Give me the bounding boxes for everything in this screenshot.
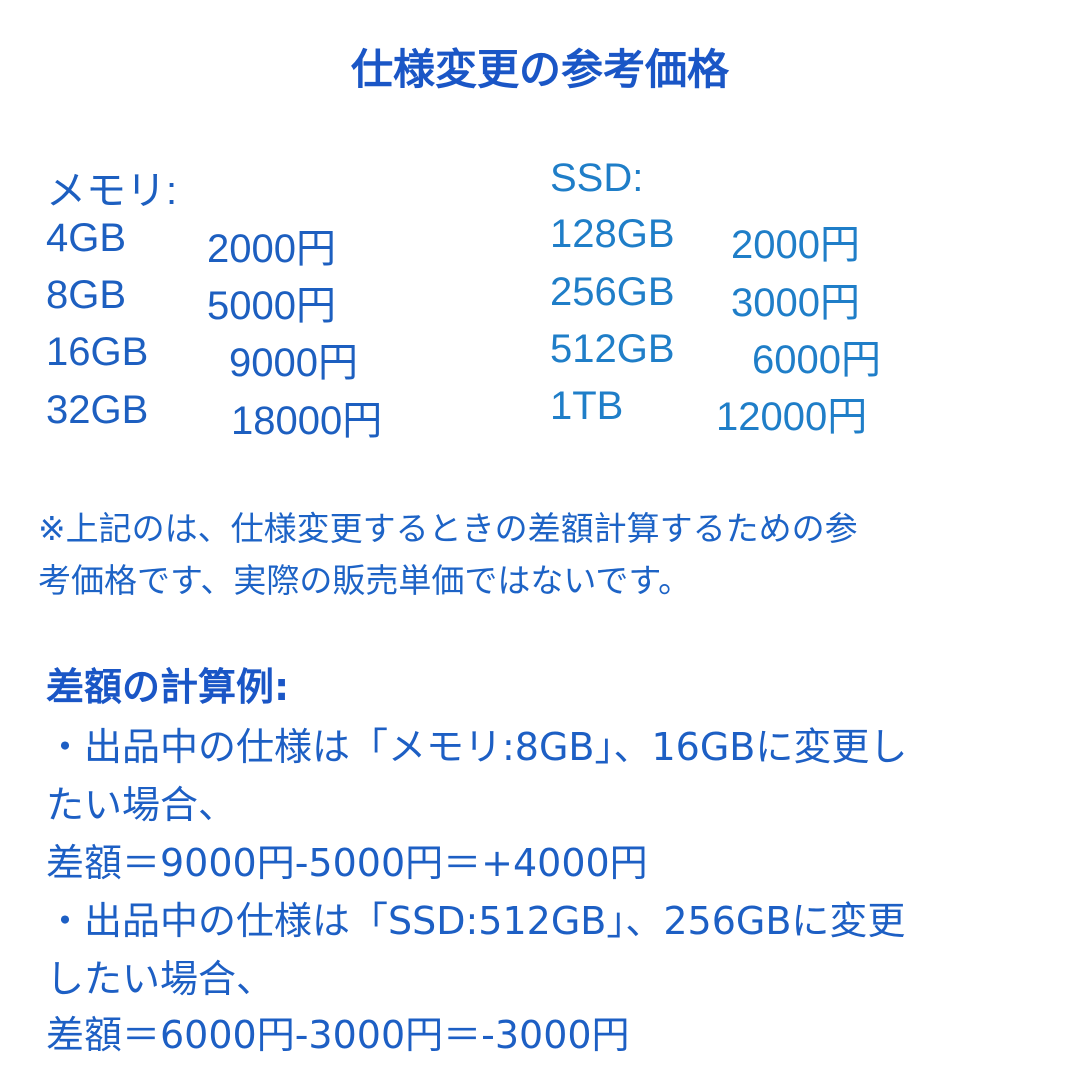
memory-size: 32GB <box>46 388 149 432</box>
note-line: 考価格です、実際の販売単価ではないです。 <box>38 561 692 600</box>
ssd-size: 256GB <box>550 270 675 314</box>
example-line: ・出品中の仕様は「SSD:512GB」、256GBに変更 <box>46 899 906 943</box>
memory-price: 9000円 <box>229 341 358 385</box>
memory-price: 18000円 <box>231 399 383 443</box>
memory-size: 16GB <box>46 330 149 374</box>
example-line: たい場合、 <box>46 783 237 827</box>
ssd-price: 6000円 <box>752 338 881 382</box>
page-title: 仕様変更の参考価格 <box>350 45 729 94</box>
example-line: ・出品中の仕様は「メモリ:8GB」、16GBに変更し <box>46 725 908 769</box>
memory-price: 2000円 <box>207 227 336 271</box>
memory-price: 5000円 <box>207 284 336 328</box>
ssd-price: 12000円 <box>716 395 868 439</box>
ssd-size: 128GB <box>550 212 675 256</box>
example-line: 差額＝9000円-5000円＝+4000円 <box>46 841 648 885</box>
ssd-size: 512GB <box>550 327 675 371</box>
example-line: したい場合、 <box>46 957 275 1001</box>
ssd-size: 1TB <box>550 384 624 428</box>
memory-size: 4GB <box>46 216 127 260</box>
ssd-heading: SSD: <box>550 156 644 200</box>
ssd-price: 2000円 <box>731 223 860 267</box>
example-heading: 差額の計算例: <box>46 665 290 709</box>
note-line: ※上記のは、仕様変更するときの差額計算するための参 <box>38 509 858 548</box>
memory-size: 8GB <box>46 273 127 317</box>
memory-heading: メモリ: <box>46 169 178 213</box>
ssd-price: 3000円 <box>731 281 860 325</box>
example-line: 差額＝6000円-3000円＝-3000円 <box>46 1013 630 1057</box>
